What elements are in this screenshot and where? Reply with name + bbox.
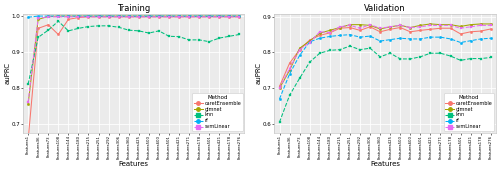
Title: Validation: Validation	[364, 4, 406, 13]
X-axis label: Features: Features	[119, 161, 149, 167]
Legend: caretEnsemble, glmnet, knn, rf, svmLinear: caretEnsemble, glmnet, knn, rf, svmLinea…	[192, 93, 243, 131]
Y-axis label: auPRC: auPRC	[256, 62, 262, 84]
Legend: caretEnsemble, glmnet, knn, rf, svmLinear: caretEnsemble, glmnet, knn, rf, svmLinea…	[444, 93, 494, 131]
Title: Training: Training	[117, 4, 150, 13]
Y-axis label: auPRC: auPRC	[4, 62, 10, 84]
X-axis label: Features: Features	[370, 161, 400, 167]
